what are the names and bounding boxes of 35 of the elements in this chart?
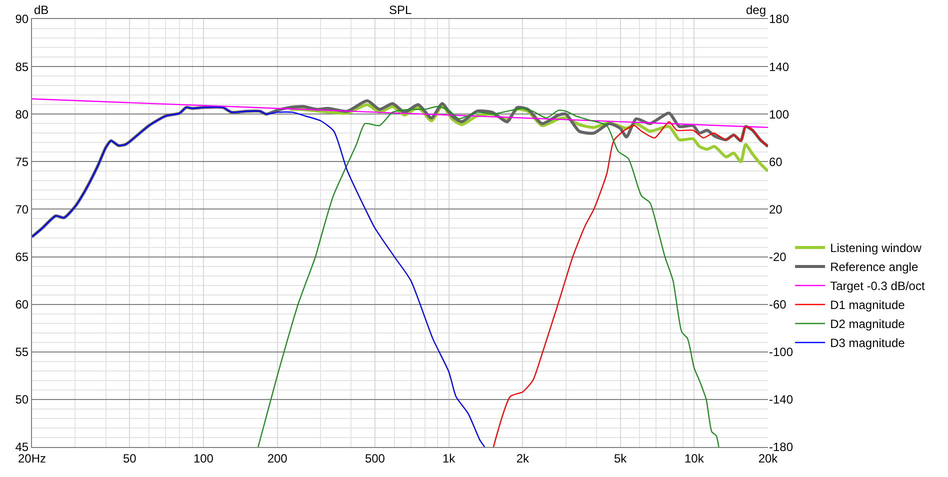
legend-label: Reference angle (830, 260, 918, 274)
legend-label: D1 magnitude (830, 298, 906, 312)
y-tick-label: 70 (15, 202, 29, 216)
y-tick-label: 80 (15, 107, 29, 122)
x-tick-label: 50 (122, 451, 137, 466)
y2-tick-label: -140 (769, 392, 794, 407)
y-tick-label: 75 (15, 154, 29, 169)
y2-tick-label: 180 (769, 12, 790, 26)
y-tick-label: 85 (15, 60, 29, 74)
x-tick-label: 100 (193, 451, 214, 466)
y-axis-title: dB (34, 3, 49, 17)
y2-tick-label: -60 (769, 298, 787, 312)
chart-title: SPL (389, 3, 412, 17)
y2-tick-label: -100 (769, 345, 794, 360)
legend-label: D3 magnitude (830, 336, 906, 350)
y2-axis-title: deg (746, 3, 766, 17)
y-tick-label: 60 (15, 298, 29, 312)
y-tick-label: 90 (15, 12, 29, 26)
legend-label: Target -0.3 dB/oct (830, 279, 926, 294)
x-tick-label: 5k (614, 451, 628, 466)
x-tick-label: 200 (267, 451, 288, 466)
x-tick-label: 1k (442, 451, 456, 466)
x-tick-label: 10k (684, 451, 705, 466)
y-tick-label: 50 (15, 392, 29, 407)
y2-tick-label: 100 (769, 107, 790, 122)
y-tick-label: 65 (15, 250, 29, 264)
x-tick-label: 500 (364, 451, 386, 466)
y2-tick-label: 140 (769, 60, 790, 74)
y2-tick-label: 60 (769, 154, 783, 169)
x-tick-label: 2k (516, 451, 530, 466)
y-tick-label: 55 (15, 345, 29, 360)
legend-label: Listening window (830, 241, 922, 256)
legend-label: D2 magnitude (830, 317, 906, 332)
y2-tick-label: 20 (769, 202, 783, 216)
y2-tick-label: -20 (769, 250, 787, 264)
